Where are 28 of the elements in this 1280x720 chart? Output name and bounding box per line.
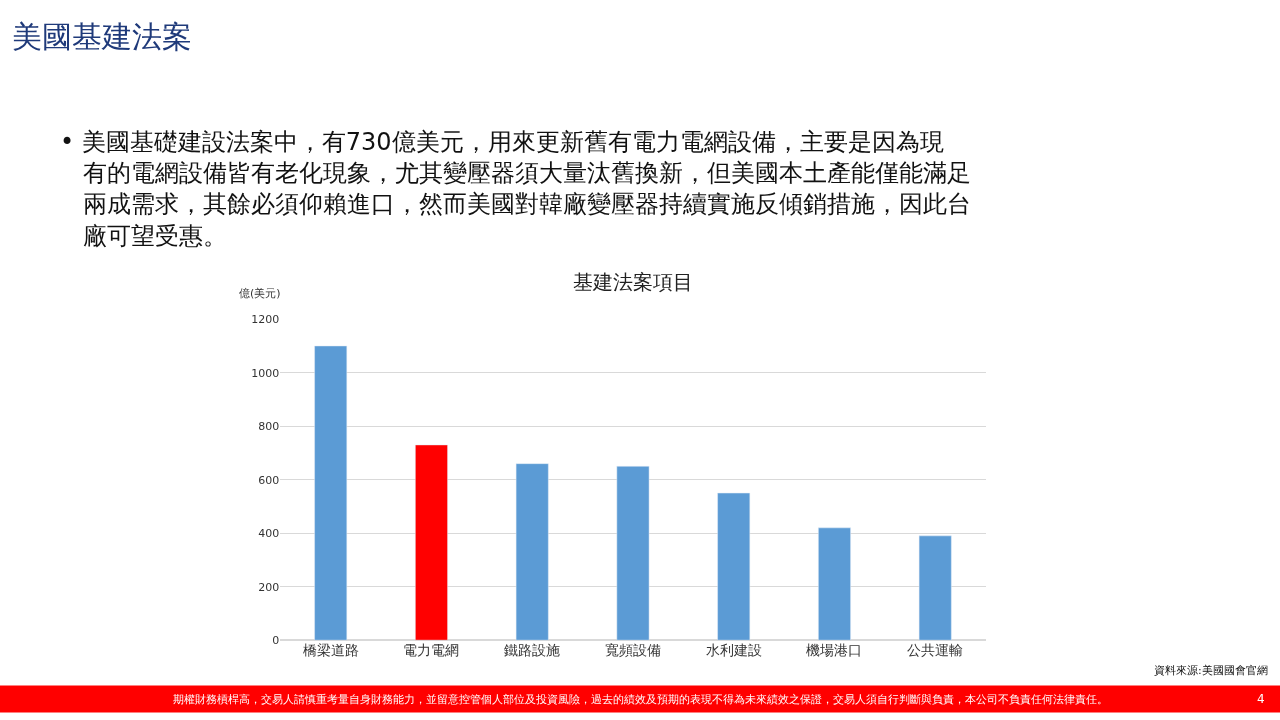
y-tick-label: 600 — [258, 473, 280, 487]
bar — [818, 527, 851, 641]
x-tick-label: 橋梁道路 — [302, 642, 359, 659]
y-tick-label: 1200 — [251, 313, 280, 327]
y-tick-label: 0 — [272, 634, 280, 648]
x-tick-label: 寬頻設備 — [604, 642, 661, 659]
bar — [918, 535, 952, 641]
chart-title: 基建法案項目 — [573, 270, 693, 294]
x-tick-label: 機場港口 — [806, 642, 863, 659]
bar — [415, 444, 448, 641]
bar — [717, 492, 751, 641]
y-tick-label: 800 — [258, 420, 280, 434]
x-tick-label: 鐵路設施 — [504, 642, 561, 659]
y-tick-label: 200 — [258, 580, 280, 594]
y-axis-title: 億(美元) — [239, 287, 281, 300]
bar — [616, 466, 650, 641]
text: 4 — [1257, 692, 1265, 706]
bar — [515, 463, 549, 641]
source-note: 資料來源:美國國會官網 — [1154, 664, 1268, 677]
x-tick-label: 水利建設 — [705, 642, 762, 659]
text: • 美國基礎建設法案中，有730億美元，用來更新舊有電力電網設備，主要是因為現有的電網設備皆有老化現象，尤其變壓器須大量汰舊換新，但美國本土產能僅能滿足兩成需求，其餘必須仰賴進口，然而美國對韓廠變壓器持續實施反傾銷措施，因此台廠可望受惠。 — [60, 128, 971, 250]
text: 美國基建法案 — [12, 19, 192, 54]
y-tick-label: 400 — [258, 527, 280, 541]
x-tick-label: 電力電網 — [403, 642, 460, 659]
text: 期權財務槓桿高，交易人請慎重考量自身財務能力，並留意控管個人部位及投資風險，過去的績效及預期的表現不得為未來績效之保證，交易人須自行判斷與負責，本公司不負責任何法律責任。 — [172, 692, 1108, 706]
y-tick-label: 1000 — [251, 366, 280, 380]
x-tick-label: 公共運輸 — [907, 642, 964, 659]
bar — [314, 345, 348, 641]
